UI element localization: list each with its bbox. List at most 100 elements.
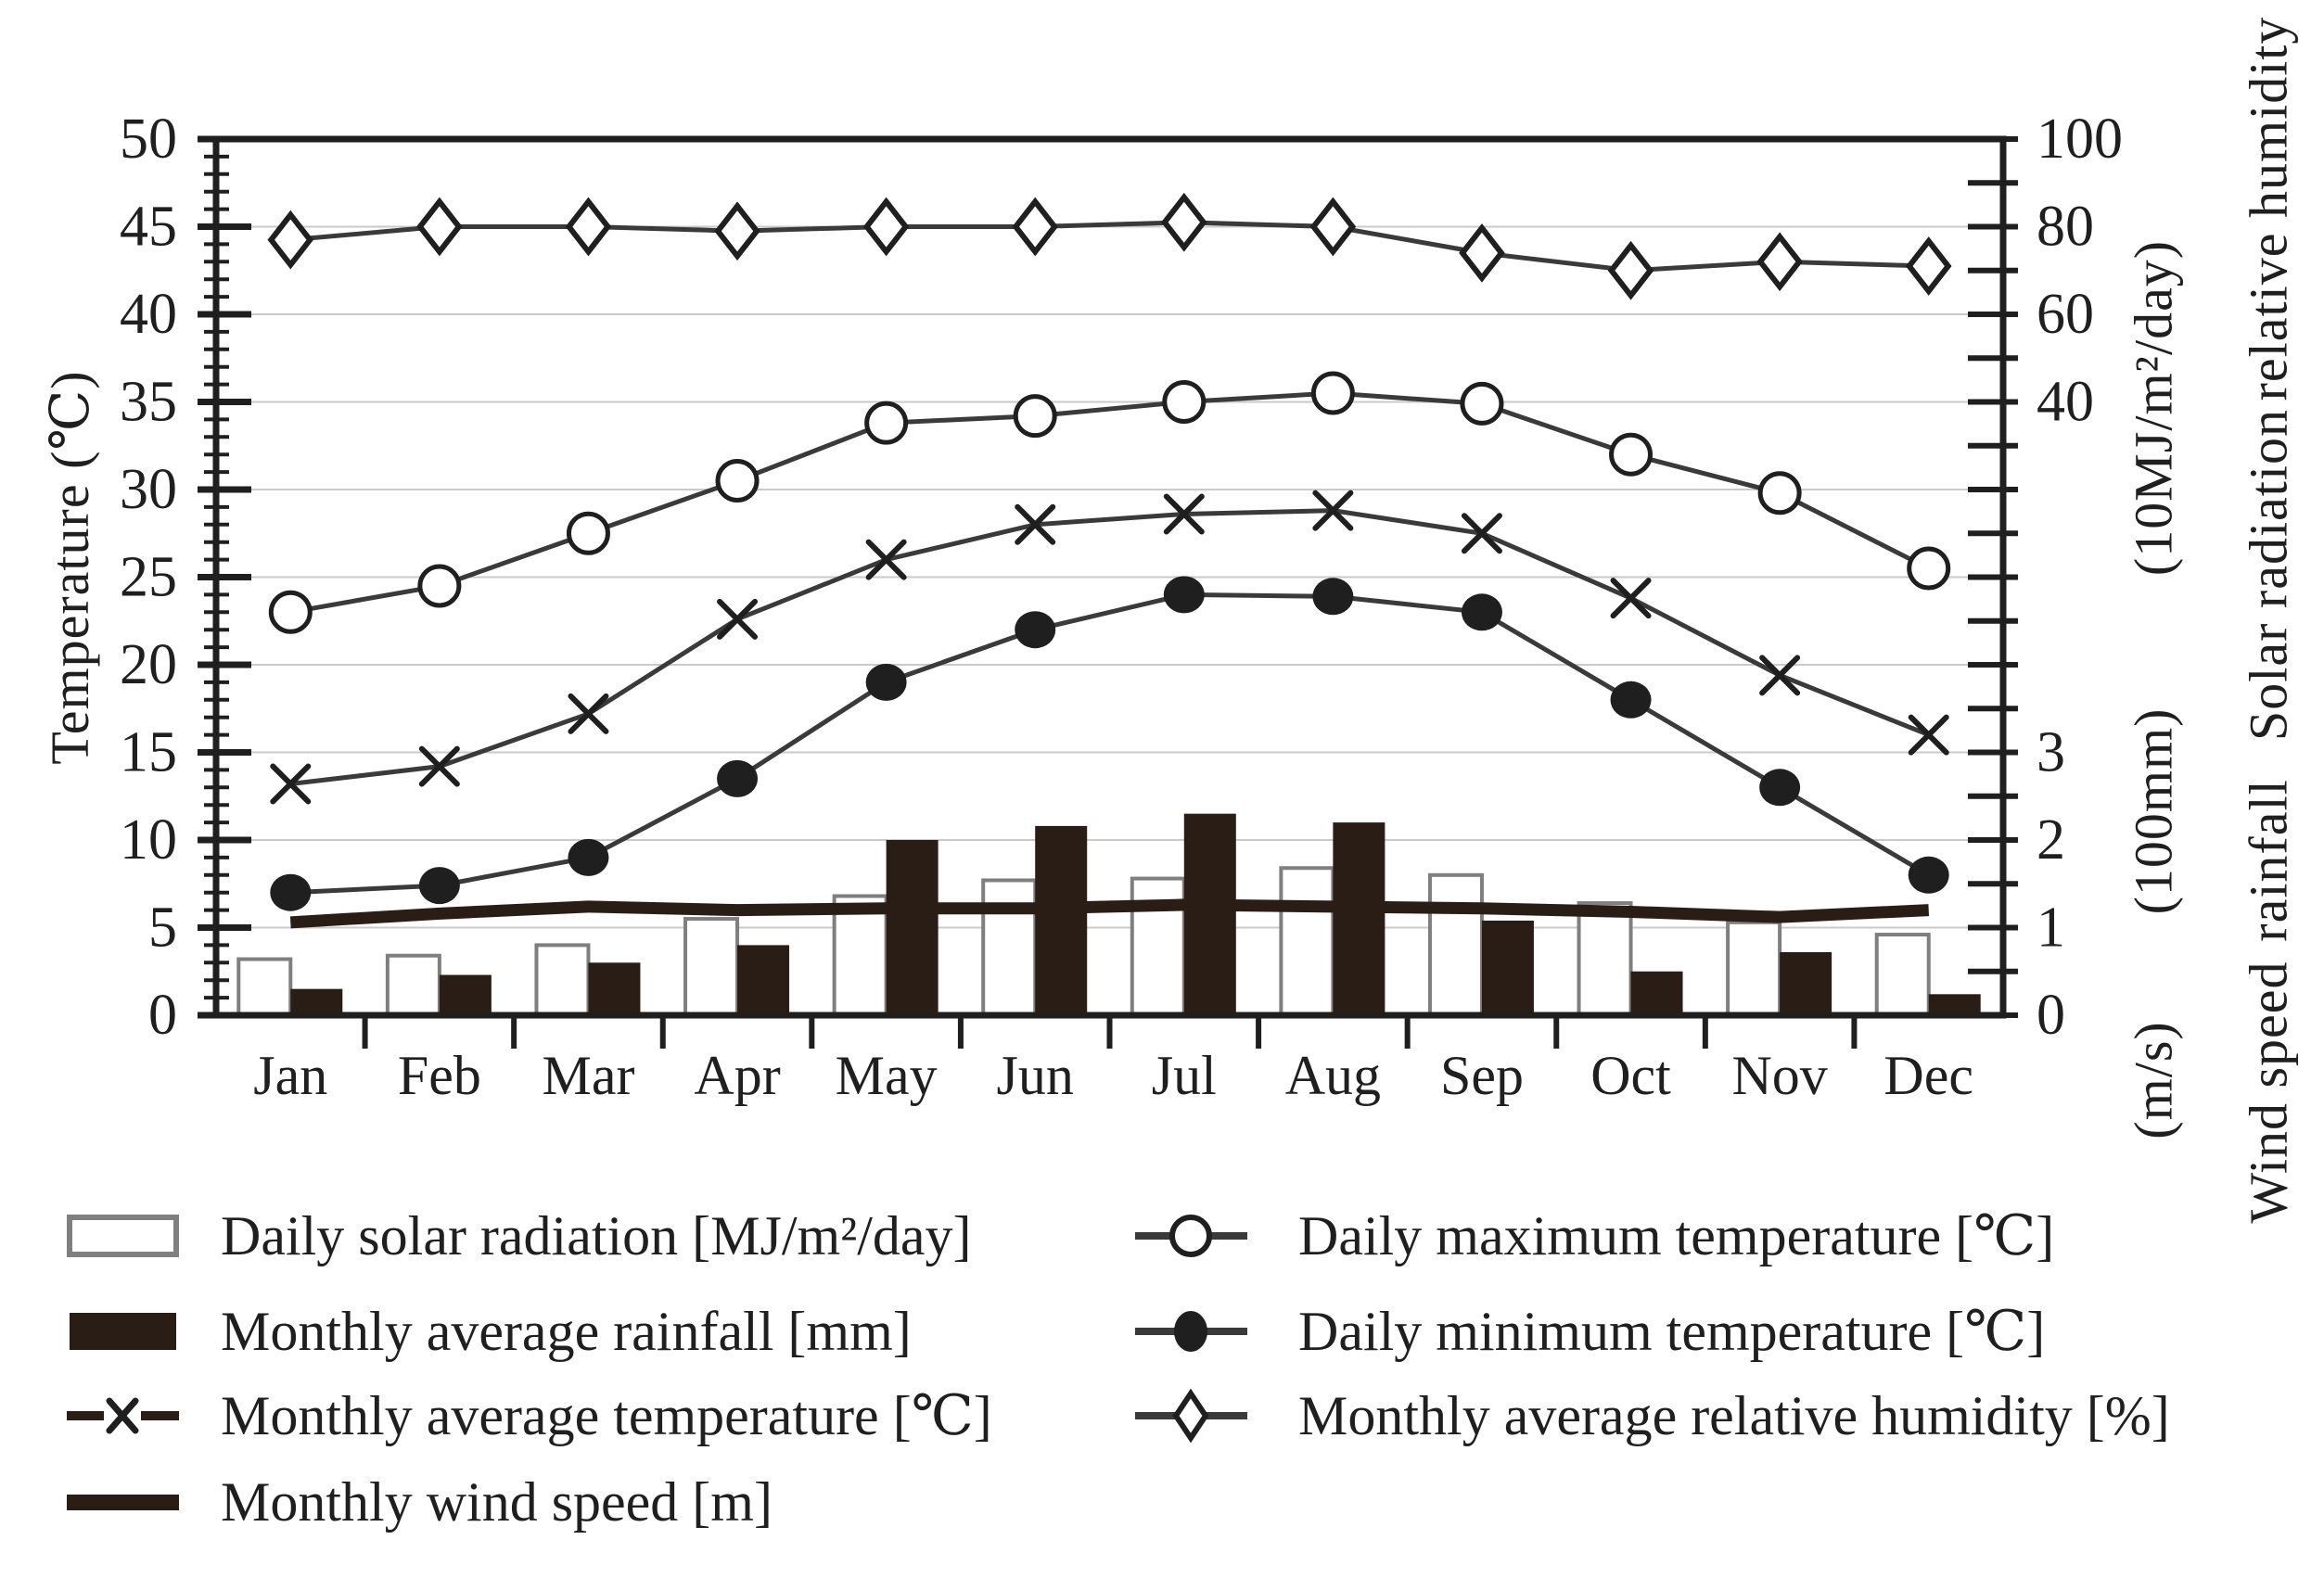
avg-temp-marker-Nov [1759, 655, 1801, 696]
right-tick-label-3: 3 [2037, 721, 2065, 784]
open-diamond-line-icon [1135, 1388, 1247, 1444]
legend-label: Daily minimum temperature [℃] [1298, 1301, 2046, 1362]
gridlines [216, 225, 2003, 929]
humidity-marker-Jun [1012, 197, 1059, 257]
humidity-marker-Dec [1905, 236, 1952, 296]
avg-temp-marker-Feb [418, 745, 460, 787]
filled-circle-line-icon [1135, 1311, 1247, 1352]
max-temp-marker-Aug [1310, 371, 1355, 415]
solar-bar-Jan [236, 957, 293, 1018]
avg-temp-marker-Mar [568, 693, 609, 734]
left-tick-label-30: 30 [120, 458, 177, 521]
rain-bar-Feb [439, 974, 492, 1015]
solar-bar-Mar [534, 943, 591, 1018]
max-temp-marker-Jun [1013, 394, 1057, 439]
humidity-marker-Sep [1459, 223, 1505, 283]
right-caption-rain-name: rainfall [2238, 779, 2299, 942]
solar-bar-Sep [1427, 872, 1484, 1017]
solar-bar-Aug [1279, 866, 1335, 1017]
left-tick-label-35: 35 [120, 371, 177, 434]
legend-item-solar-radiation: Daily solar radiation [MJ/m²/day] [67, 1203, 971, 1268]
thick-line-icon [67, 1495, 179, 1510]
month-label-Jan: Jan [253, 1045, 327, 1106]
legend-label: Daily solar radiation [MJ/m²/day] [221, 1205, 972, 1266]
max-temp-marker-Jan [268, 590, 313, 634]
left-tick-label-15: 15 [120, 721, 177, 784]
solar-bar-May [832, 894, 888, 1017]
wind-speed-line [289, 898, 1930, 929]
rain-bar-Dec [1928, 994, 1981, 1015]
min-temp-marker-Nov [1759, 769, 1801, 807]
humidity-marker-Apr [714, 201, 760, 261]
right-caption-solar-name: Solar radiation [2238, 408, 2299, 742]
max-temp-marker-May [864, 401, 909, 445]
solar-bar-Apr [683, 917, 740, 1017]
right-tick-label-1: 1 [2037, 897, 2065, 960]
open-circle-line-icon [1135, 1215, 1247, 1257]
humidity-marker-Jul [1160, 192, 1207, 252]
month-label-Oct: Oct [1590, 1045, 1671, 1106]
humidity-marker-Jan [267, 210, 314, 270]
right-tick-label-60: 60 [2037, 283, 2094, 346]
left-tick-label-50: 50 [120, 108, 177, 171]
min-temp-marker-Jun [1015, 611, 1056, 649]
open-bar-icon [67, 1215, 179, 1257]
max-temp-marker-Nov [1757, 471, 1802, 515]
legend-item-min-temperature: Daily minimum temperature [℃] [1135, 1299, 2045, 1364]
left-tick-label-5: 5 [148, 897, 177, 960]
month-label-Dec: Dec [1883, 1045, 1973, 1106]
right-tick-label-100: 100 [2037, 108, 2123, 171]
humidity-marker-Nov [1756, 232, 1803, 292]
right-tick-label-2: 2 [2037, 808, 2065, 872]
humidity-marker-Feb [416, 197, 463, 257]
rain-bar-Mar [588, 962, 641, 1015]
humidity-marker-May [862, 197, 910, 257]
right-caption-wind-unit: (m/s) [2123, 1021, 2184, 1139]
min-temp-marker-Jan [270, 873, 312, 911]
avg-temp-marker-Dec [1908, 714, 1949, 756]
rain-bar-Apr [737, 945, 790, 1015]
left-tick-label-0: 0 [148, 984, 177, 1047]
month-label-Aug: Aug [1285, 1045, 1381, 1106]
left-axis: 0 5 10 15 20 25 30 35 40 45 50 [120, 108, 251, 1047]
right-axis: 100 80 60 40 3 2 1 0 [1968, 108, 2123, 1047]
rain-bar-Jun [1035, 825, 1088, 1015]
avg-temp-marker-Jun [1015, 503, 1056, 545]
right-tick-label-40: 40 [2037, 371, 2094, 434]
rain-bar-Aug [1333, 822, 1385, 1015]
avg-temp-marker-Apr [717, 598, 759, 640]
bottom-axis: Jan Feb Mar Apr May Jun Jul Aug Sep Oct Nov Dec [253, 1015, 1973, 1106]
month-label-May: May [836, 1045, 938, 1106]
right-caption-solar-unit: (10MJ/m²/day) [2123, 239, 2184, 577]
solar-bar-Nov [1726, 920, 1782, 1018]
max-temp-marker-Oct [1609, 432, 1654, 477]
min-temp-marker-Feb [418, 867, 460, 905]
solar-bar-Jun [981, 878, 1038, 1017]
right-tick-label-80: 80 [2037, 196, 2094, 259]
solar-bar-Feb [385, 953, 441, 1017]
legend-item-average-temperature: Monthly average temperature [℃] [67, 1383, 992, 1448]
humidity-marker-Mar [565, 197, 612, 257]
avg-temp [270, 490, 1949, 805]
right-caption-rain-unit: (100mm) [2123, 707, 2184, 915]
month-label-Feb: Feb [398, 1045, 481, 1106]
legend-item-relative-humidity: Monthly average relative humidity [%] [1135, 1383, 2170, 1448]
solar-bar-Oct [1577, 901, 1633, 1017]
min-temp-marker-Apr [717, 759, 759, 797]
legend-item-rainfall: Monthly average rainfall [mm] [67, 1299, 912, 1364]
avg-temp-marker-Sep [1461, 513, 1502, 554]
legend-label: Monthly average relative humidity [%] [1298, 1385, 2170, 1446]
min-temp [270, 576, 1949, 911]
min-temp-marker-Dec [1908, 856, 1949, 894]
rain-bar-Sep [1481, 920, 1534, 1015]
left-tick-label-10: 10 [120, 808, 177, 872]
avg-temp-marker-Jan [270, 763, 312, 805]
min-temp-marker-Oct [1610, 681, 1652, 719]
left-tick-label-40: 40 [120, 283, 177, 346]
max-temp-marker-Apr [715, 459, 760, 503]
month-label-Nov: Nov [1731, 1045, 1827, 1106]
min-temp-line [290, 592, 1930, 896]
x-marker-line-icon [67, 1397, 179, 1434]
legend-label: Monthly wind speed [m] [221, 1471, 773, 1533]
